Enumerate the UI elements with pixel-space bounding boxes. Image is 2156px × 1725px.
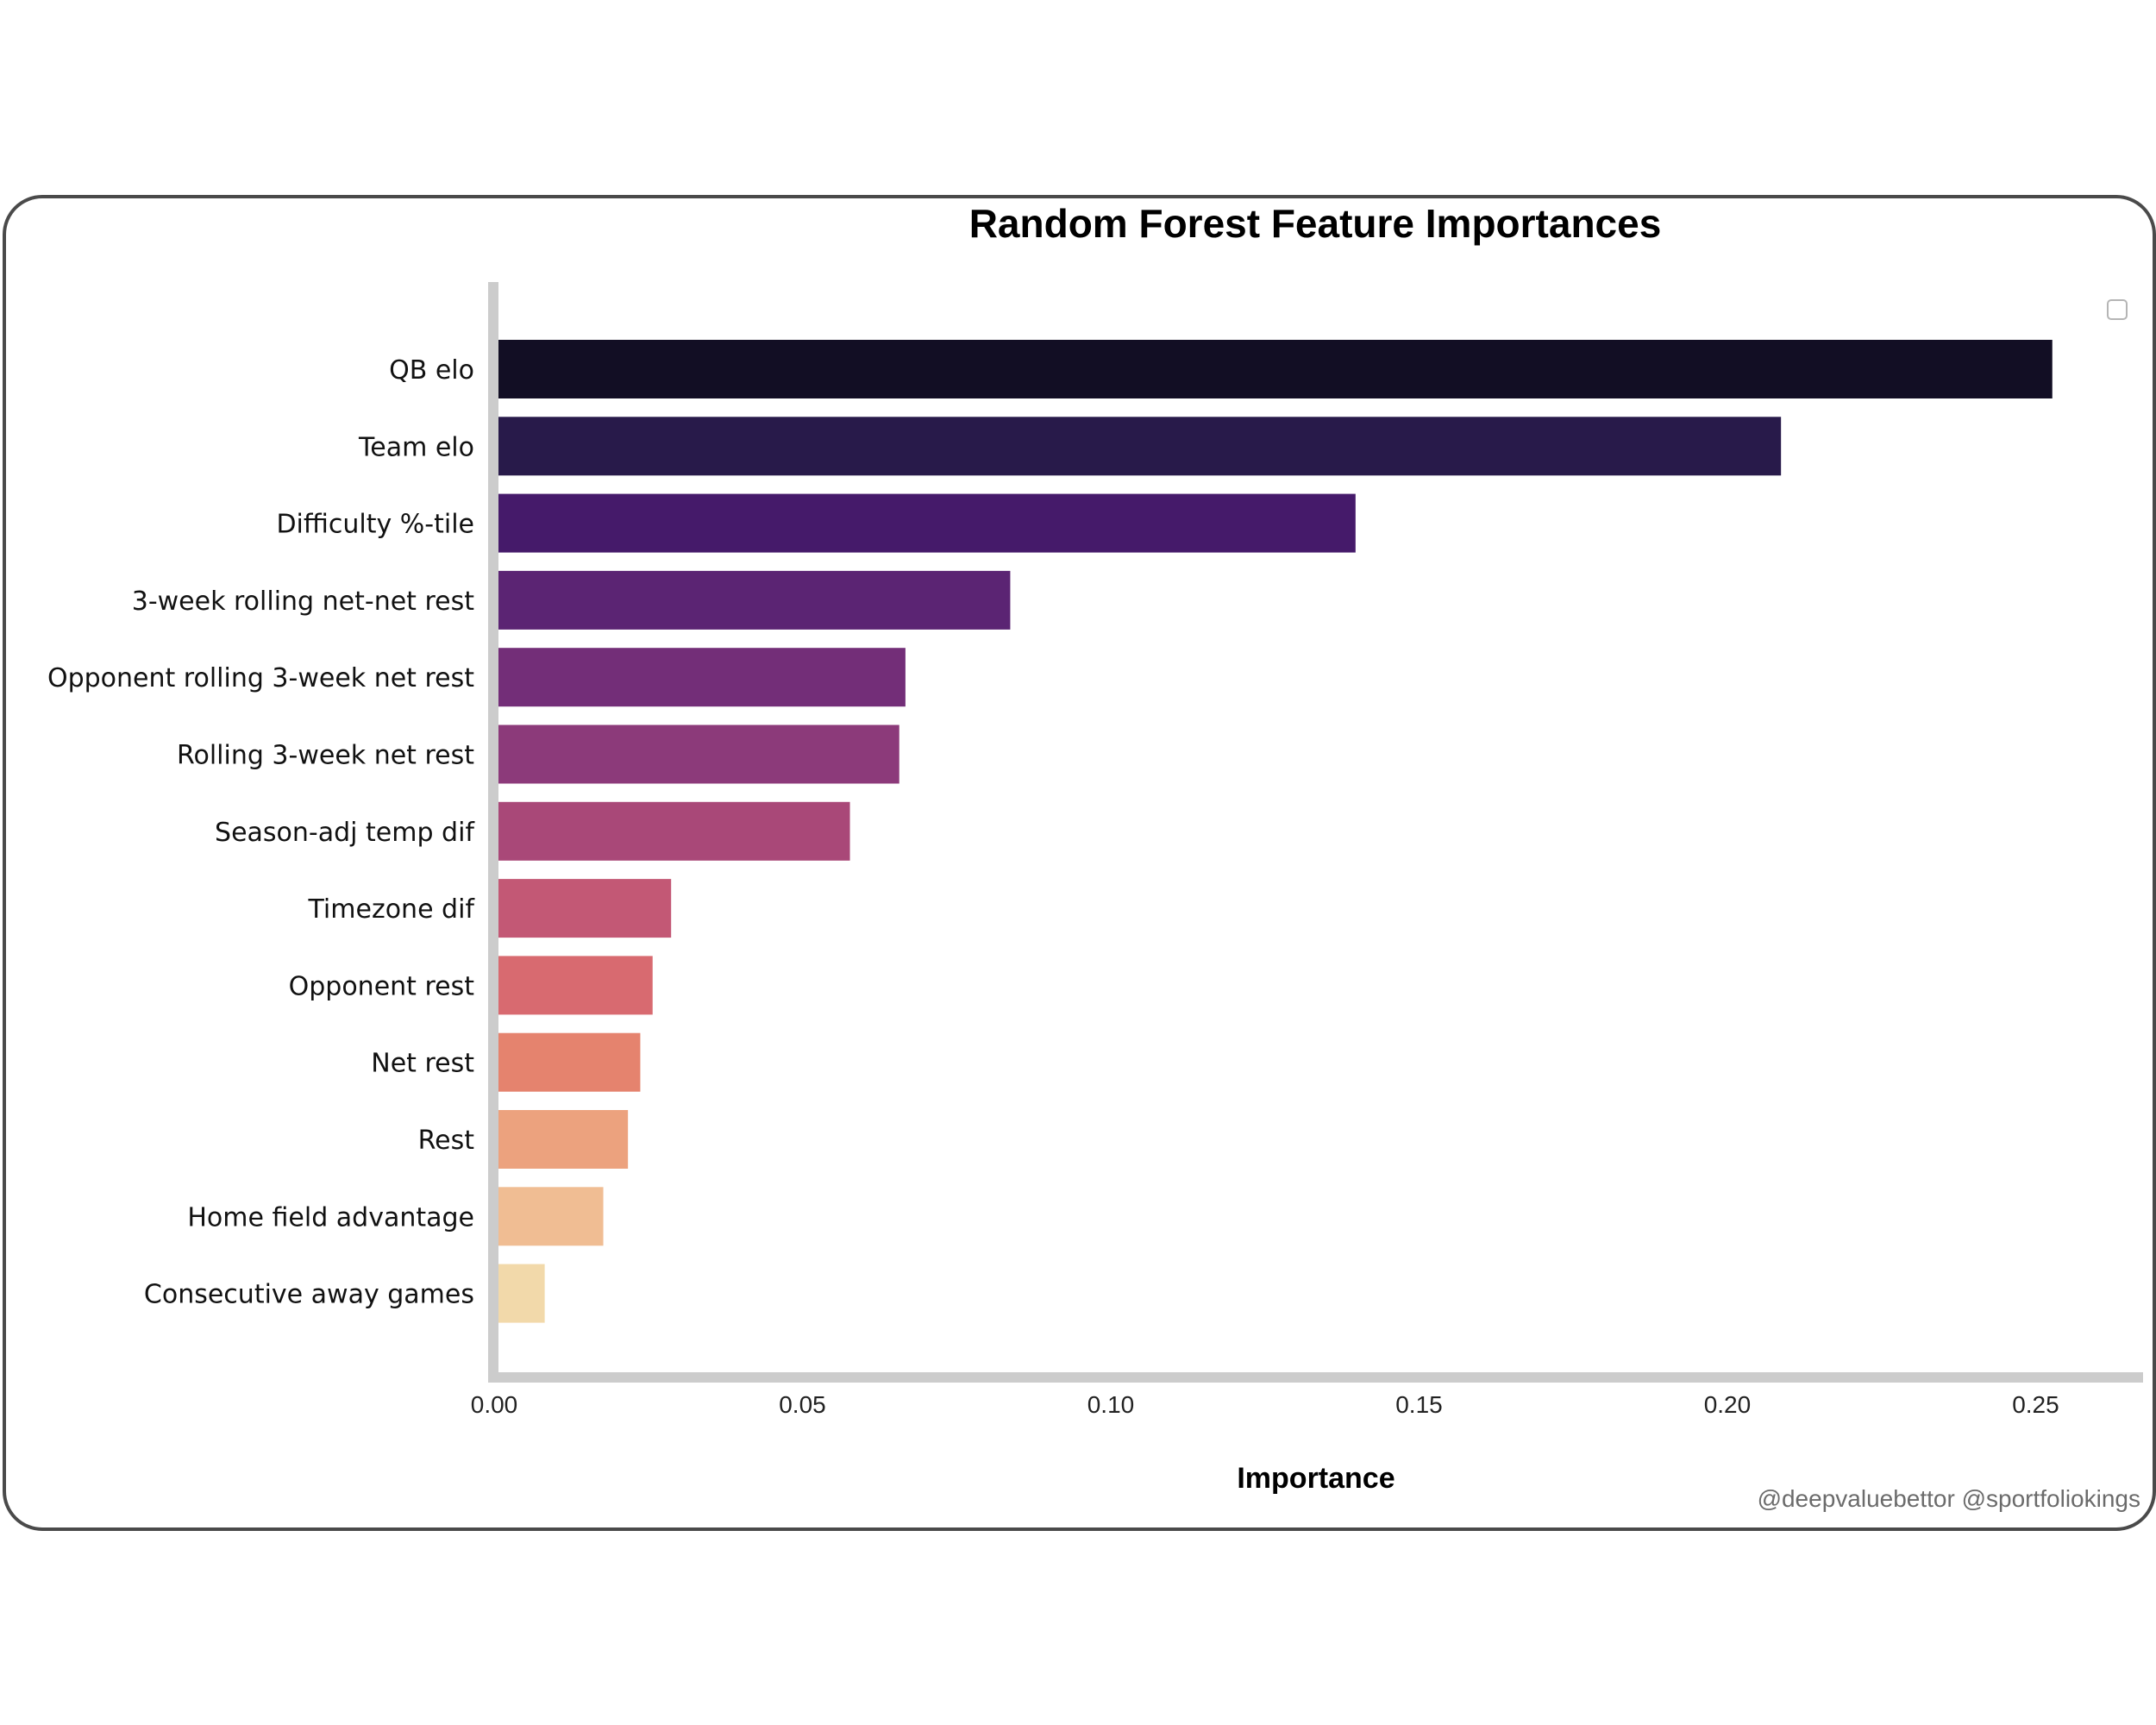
- x-tick-label: 0.15: [1395, 1391, 1443, 1418]
- x-tick-label: 0.25: [2012, 1391, 2059, 1418]
- x-tick-label: 0.00: [471, 1391, 518, 1418]
- bar: [498, 648, 906, 707]
- y-tick-label: Net rest: [371, 1049, 474, 1079]
- bar: [498, 417, 1782, 476]
- y-axis-line: [488, 282, 498, 1383]
- bar: [498, 1110, 629, 1169]
- y-tick-label: Difficulty %-tile: [276, 510, 474, 540]
- bar: [498, 493, 1356, 553]
- chart-title: Random Forest Feature Importances: [968, 201, 1662, 246]
- bar: [498, 570, 1011, 630]
- x-tick-label: 0.10: [1087, 1391, 1135, 1418]
- x-axis-title: Importance: [1237, 1462, 1395, 1495]
- y-tick-label: Consecutive away games: [144, 1280, 474, 1310]
- y-tick-label: Opponent rest: [289, 971, 475, 1001]
- y-tick-label: Season-adj temp dif: [215, 818, 475, 848]
- y-tick-label: Timezone dif: [308, 894, 476, 925]
- bar: [498, 1264, 545, 1323]
- y-tick-label: Rolling 3-week net rest: [177, 741, 474, 771]
- bar: [498, 1032, 641, 1092]
- y-tick-label: QB elo: [389, 355, 474, 386]
- y-tick-label: 3-week rolling net-net rest: [132, 586, 474, 617]
- x-tick-label: 0.05: [779, 1391, 826, 1418]
- bar: [498, 956, 653, 1015]
- y-tick-label: Opponent rolling 3-week net rest: [47, 663, 474, 693]
- x-tick-label: 0.20: [1704, 1391, 1752, 1418]
- y-tick-label: Home field advantage: [187, 1202, 474, 1233]
- bar: [498, 879, 672, 938]
- x-axis-line: [488, 1372, 2143, 1383]
- y-tick-label: Team elo: [358, 432, 474, 462]
- bar: [498, 724, 899, 784]
- bar: [498, 801, 850, 861]
- bar: [498, 340, 2053, 398]
- watermark: @deepvaluebettor @sportfoliokings: [1757, 1485, 2140, 1512]
- legend-checkbox[interactable]: [2107, 299, 2128, 320]
- bar: [498, 1187, 604, 1246]
- y-tick-label: Rest: [418, 1126, 475, 1156]
